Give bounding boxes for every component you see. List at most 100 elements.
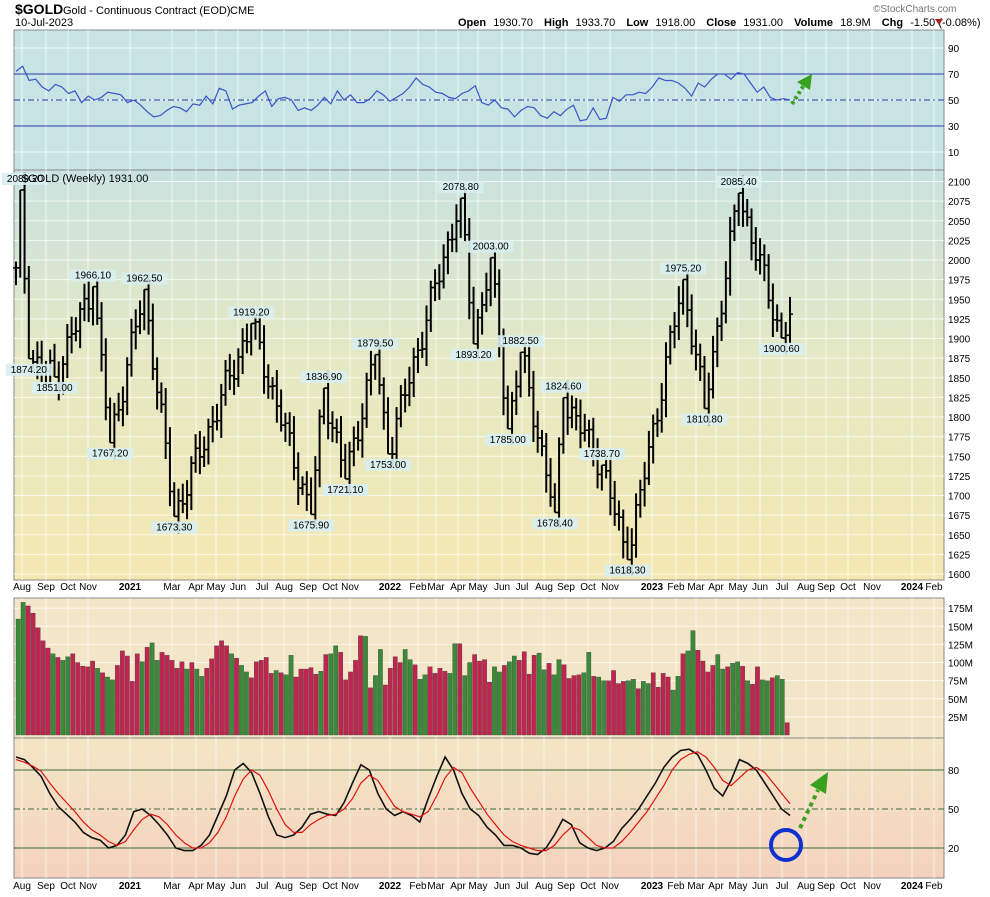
volume-bar [169, 660, 175, 736]
x-tick-label: Jun [230, 881, 246, 892]
volume-bar [551, 674, 557, 736]
price-annotation-label: 1618.30 [609, 566, 646, 577]
volume-bar [80, 665, 86, 736]
volume-bar [725, 666, 731, 736]
volume-bar [546, 663, 552, 736]
price-annotation-box [758, 343, 805, 356]
volume-tick-label: 100M [948, 659, 973, 670]
x-tick-label: May [469, 881, 488, 892]
volume-bar [784, 722, 790, 736]
volume-bar [174, 668, 180, 736]
x-tick-label: Nov [601, 582, 619, 593]
x-tick-label: Feb [925, 582, 943, 593]
volume-bar [432, 673, 438, 736]
volume-bar [258, 660, 264, 736]
volume-bar [779, 679, 785, 736]
volume-bar [402, 649, 408, 736]
x-tick-label: Oct [322, 881, 338, 892]
highlight-circle [769, 828, 803, 862]
volume-bar [462, 675, 468, 736]
x-tick-label: Nov [341, 881, 359, 892]
price-annotation-box [437, 181, 484, 194]
price-annotation-box [540, 380, 587, 393]
price-panel-title: $GOLD (Weekly) 1931.00 [22, 173, 148, 185]
volume-bar [90, 660, 95, 736]
volume-bar [442, 671, 448, 736]
price-annotation-label: 1721.10 [327, 485, 364, 496]
volume-bar [660, 673, 666, 736]
volume-bar [645, 683, 651, 736]
x-tick-label: May [729, 582, 748, 593]
x-tick-label: Mar [687, 582, 705, 593]
price-tick-label: 1750 [948, 452, 971, 463]
volume-bar [397, 662, 403, 736]
price-annotation-box [497, 335, 544, 348]
volume-bar [378, 649, 383, 736]
stochastic-panel [13, 737, 945, 879]
volume-bar [705, 671, 711, 736]
low-value: 1918.00 [655, 17, 695, 29]
volume-bar [512, 655, 517, 736]
volume-bar [184, 668, 190, 736]
x-tick-label: Aug [797, 881, 815, 892]
price-annotation-box [660, 262, 707, 275]
volume-bar [680, 653, 686, 736]
volume-bar [273, 670, 279, 736]
price-annotation-label: 1675.90 [293, 520, 330, 531]
volume-bar [129, 681, 135, 736]
price-annotation-box [322, 483, 369, 496]
x-tick-label: 2021 [119, 582, 142, 593]
volume-bar [298, 668, 304, 736]
volume-bar [561, 664, 567, 736]
x-tick-label: Aug [535, 881, 553, 892]
price-tick-label: 1900 [948, 335, 971, 346]
volume-bar [745, 680, 750, 736]
volume-bar [641, 681, 646, 736]
price-tick-label: 1800 [948, 413, 971, 424]
x-tick-label: Mar [427, 881, 445, 892]
price-tick-label: 1625 [948, 550, 971, 561]
price-tick-label: 1850 [948, 374, 971, 385]
volume-bar [566, 678, 572, 736]
volume-bar [591, 676, 597, 736]
volume-bar [20, 602, 26, 736]
volume-bar [343, 679, 348, 736]
volume-bar [283, 674, 289, 736]
price-annotation-label: 1785.00 [490, 435, 527, 446]
instrument-name: Gold - Continuous Contract (EOD) [63, 5, 231, 17]
x-tick-label: Sep [557, 881, 575, 892]
price-tick-label: 1650 [948, 531, 971, 542]
price-annotation-label: 2003.00 [473, 242, 510, 253]
volume-bar [586, 652, 592, 736]
price-annotation-box [365, 458, 412, 471]
x-tick-label: Jul [256, 582, 269, 593]
volume-bar [765, 680, 770, 736]
volume-bar [740, 665, 745, 736]
price-annotation-label: 1810.80 [686, 415, 723, 426]
volume-bar [611, 670, 616, 736]
price-tick-label: 1825 [948, 393, 971, 404]
x-tick-label: Mar [163, 881, 181, 892]
volume-bar [40, 640, 46, 736]
volume-bar [209, 658, 215, 736]
down-triangle-icon [935, 19, 943, 25]
price-annotation-box [467, 240, 514, 253]
high-label: High [544, 17, 569, 29]
x-tick-label: Jul [776, 881, 789, 892]
volume-bar [149, 642, 155, 736]
volume-bar [472, 654, 477, 736]
chart-date: 10-Jul-2023 [15, 17, 73, 29]
x-tick-label: Nov [341, 582, 359, 593]
volume-bar [770, 677, 775, 736]
volume-bar [249, 677, 254, 736]
volume-bar [392, 656, 398, 736]
price-annotation-label: 1753.00 [370, 460, 407, 471]
x-tick-label: 2022 [379, 582, 402, 593]
price-annotation-label: 1975.20 [665, 263, 702, 274]
stoch-slow-line [15, 751, 791, 852]
volume-bar [70, 653, 76, 736]
volume-bar [115, 665, 120, 736]
trend-arrow [790, 83, 806, 106]
volume-bar [85, 666, 90, 736]
volume-bar [507, 661, 512, 736]
